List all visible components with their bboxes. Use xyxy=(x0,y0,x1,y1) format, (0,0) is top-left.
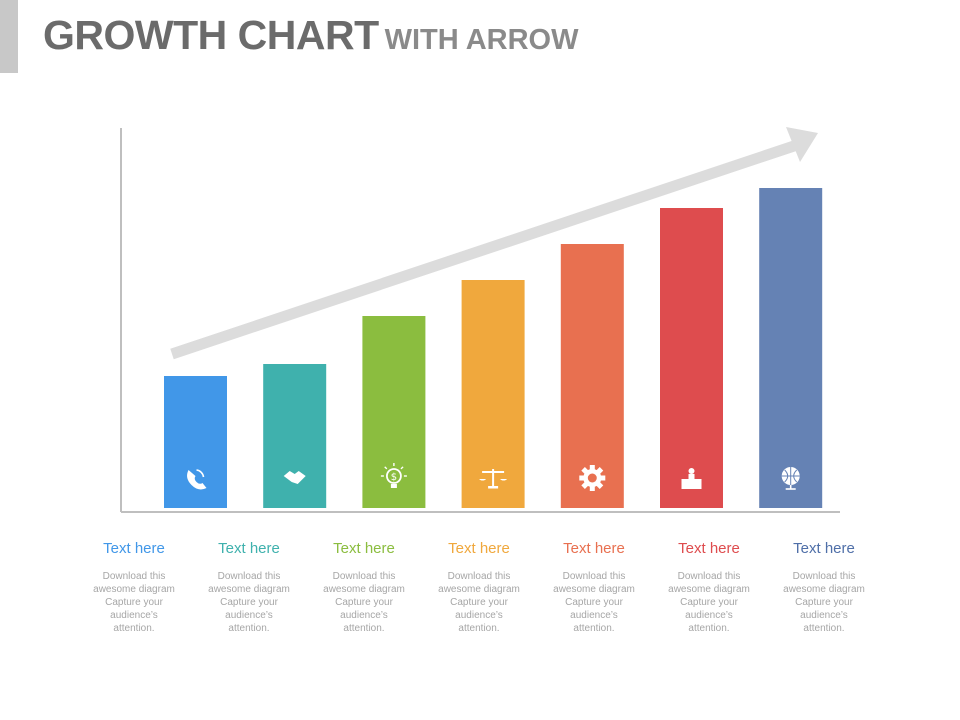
phone-icon xyxy=(187,469,207,490)
gear-hole-shape xyxy=(587,473,597,483)
globe-icon xyxy=(781,467,800,490)
item-description-line: audience’s xyxy=(800,610,848,621)
gear-tooth-shape xyxy=(589,465,595,471)
item-description-line: attention. xyxy=(573,623,615,634)
item-description-line: Download this xyxy=(102,571,166,582)
item-description-line: attention. xyxy=(458,623,500,634)
item-description-line: Capture your xyxy=(450,597,508,608)
item-description: Download this awesome diagram Capture your… xyxy=(314,570,414,635)
item-description: Download this awesome diagram Capture your… xyxy=(659,570,759,635)
bar xyxy=(164,376,227,508)
bulb-base-shape xyxy=(390,484,397,488)
item-label: Text here xyxy=(103,540,165,557)
handshake-shape xyxy=(283,471,306,484)
trend-arrow xyxy=(170,127,818,360)
item-description-line: attention. xyxy=(113,623,155,634)
item-description-line: awesome diagram xyxy=(208,584,290,595)
item-description: Download this awesome diagram Capture your… xyxy=(774,570,874,635)
item-description: Download this awesome diagram Capture your… xyxy=(84,570,184,635)
item-description-line: awesome diagram xyxy=(323,584,405,595)
title-accent-bar xyxy=(0,0,18,73)
item-description-line: Download this xyxy=(332,571,396,582)
item-label: Text here xyxy=(793,540,855,557)
item-description-line: Capture your xyxy=(680,597,738,608)
item-label: Text here xyxy=(333,540,395,557)
bar xyxy=(560,244,624,508)
lightbulb-dollar-icon: $ xyxy=(380,463,407,488)
bar-group xyxy=(164,188,823,508)
item-description-line: awesome diagram xyxy=(553,584,635,595)
item-description-line: attention. xyxy=(803,623,845,634)
item-description-line: Capture your xyxy=(795,597,853,608)
item-description: Download this awesome diagram Capture your… xyxy=(429,570,529,635)
bar xyxy=(660,208,723,508)
item-description-line: Download this xyxy=(562,571,626,582)
dollar-sign-shape: $ xyxy=(391,472,397,483)
bar xyxy=(759,188,823,508)
bar xyxy=(263,364,327,508)
item-description-line: Download this xyxy=(792,571,856,582)
podium-speaker-body-shape xyxy=(688,474,695,479)
item-description-line: Capture your xyxy=(565,597,623,608)
scales-icon xyxy=(479,469,508,489)
bar xyxy=(362,316,426,508)
item-description-line: awesome diagram xyxy=(93,584,175,595)
item-description-line: Download this xyxy=(677,571,741,582)
item-label: Text here xyxy=(563,540,625,557)
phone-handset-shape xyxy=(187,470,207,490)
scales-pan-right-shape xyxy=(500,479,508,481)
item-description-line: awesome diagram xyxy=(668,584,750,595)
item-label: Text here xyxy=(678,540,740,557)
bulb-ray-shape xyxy=(384,466,388,470)
item-description-line: audience’s xyxy=(685,610,733,621)
globe-grid-shape xyxy=(781,467,800,485)
item-description: Download this awesome diagram Capture your… xyxy=(199,570,299,635)
item-description: Download this awesome diagram Capture your… xyxy=(544,570,644,635)
item-description-line: Capture your xyxy=(335,597,393,608)
title-main: GROWTH CHART xyxy=(43,12,379,58)
trend-arrow-shaft xyxy=(170,139,799,360)
podium-desk-shape xyxy=(681,479,702,489)
page-title: GROWTH CHART WITH ARROW xyxy=(43,12,578,59)
chart-axes xyxy=(120,128,840,513)
title-sub: WITH ARROW xyxy=(384,24,579,56)
item-description-line: Download this xyxy=(447,571,511,582)
scales-pan-left-shape xyxy=(479,479,487,481)
bar-icon-group: $ xyxy=(187,463,800,491)
item-label: Text here xyxy=(218,540,280,557)
gear-icon xyxy=(579,465,606,491)
item-description-line: awesome diagram xyxy=(438,584,520,595)
scales-base-shape xyxy=(488,486,499,489)
podium-speaker-head-shape xyxy=(688,468,695,474)
item-description-line: audience’s xyxy=(225,610,273,621)
item-description-line: audience’s xyxy=(340,610,388,621)
item-description-line: Download this xyxy=(217,571,281,582)
podium-icon xyxy=(681,468,702,489)
item-description-line: awesome diagram xyxy=(783,584,865,595)
gear-tooth-shape xyxy=(589,485,595,491)
trend-arrow-head xyxy=(786,127,818,162)
bulb-ray-shape xyxy=(400,466,404,470)
bulb-shape xyxy=(385,468,402,484)
handshake-icon xyxy=(283,471,306,484)
item-description-line: attention. xyxy=(688,623,730,634)
item-description-line: audience’s xyxy=(110,610,158,621)
item-description-line: attention. xyxy=(343,623,385,634)
phone-wave-shape xyxy=(196,469,205,478)
item-description-line: audience’s xyxy=(455,610,503,621)
item-description-line: Capture your xyxy=(105,597,163,608)
item-description-line: attention. xyxy=(228,623,270,634)
item-description-line: Capture your xyxy=(220,597,278,608)
item-description-line: audience’s xyxy=(570,610,618,621)
item-label: Text here xyxy=(448,540,510,557)
